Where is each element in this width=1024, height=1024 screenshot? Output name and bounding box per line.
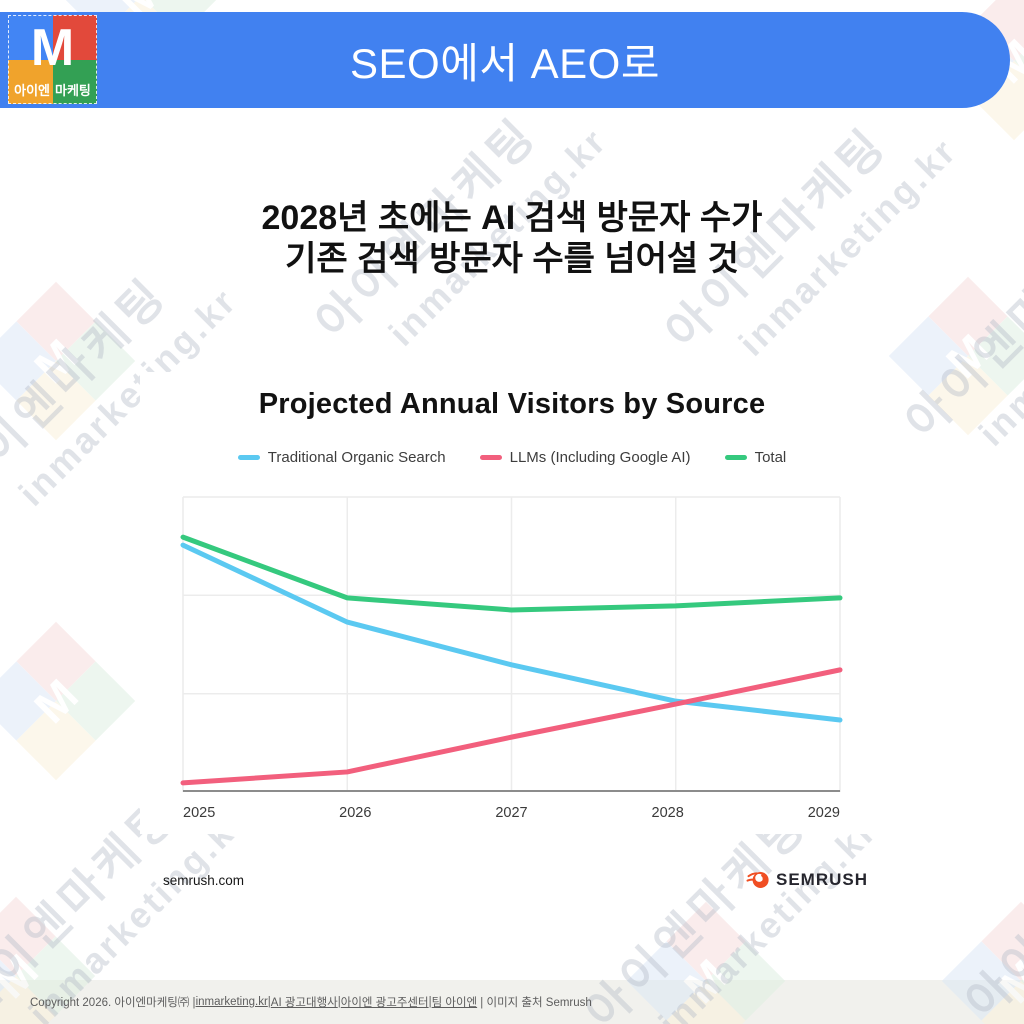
- watermark-logo: M: [0, 621, 136, 781]
- semrush-logo-icon: [746, 872, 769, 888]
- watermark-logo: M: [0, 281, 136, 441]
- x-tick-label: 2028: [651, 805, 684, 821]
- brand-logo: M 아이엔 마케팅: [8, 15, 97, 104]
- headline: 2028년 초에는 AI 검색 방문자 수가 기존 검색 방문자 수를 넘어설 …: [0, 198, 1024, 280]
- series-traditional-organic-search: [180, 542, 843, 723]
- headline-line1: 2028년 초에는 AI 검색 방문자 수가: [261, 199, 763, 237]
- source-row: semrush.com SEMRUSH: [163, 866, 868, 894]
- legend-label: Total: [754, 449, 787, 466]
- legend-item: Total: [724, 449, 787, 466]
- watermark-logo-letter: M: [24, 669, 88, 733]
- watermark-diamond-icon: [0, 621, 136, 781]
- chart-card: Projected Annual Visitors by Source Trad…: [140, 372, 884, 834]
- line-chart: [180, 496, 843, 792]
- headline-line2: 기존 검색 방문자 수를 넘어설 것: [285, 240, 739, 278]
- watermark-logo-letter: M: [936, 324, 1000, 388]
- footer-link[interactable]: 아이엔 광고주센터: [340, 997, 429, 1009]
- logo-quadrant-blue: [8, 15, 53, 60]
- x-tick-label: 2027: [495, 805, 528, 821]
- legend-item: LLMs (Including Google AI): [479, 449, 691, 466]
- chart-title: Projected Annual Visitors by Source: [258, 388, 766, 420]
- watermark-diamond-icon: [888, 276, 1024, 436]
- legend-label: Traditional Organic Search: [267, 449, 446, 466]
- footer-bar: Copyright 2026. 아이엔마케팅㈜ | inmarketing.kr…: [0, 980, 1024, 1024]
- logo-quadrant-green: [52, 59, 97, 104]
- footer-link[interactable]: 팀 아이엔: [431, 997, 478, 1009]
- x-tick-label: 2025: [183, 805, 216, 821]
- series-total: [180, 534, 843, 613]
- page-title: SEO에서 AEO로: [350, 39, 660, 87]
- header-bar: M 아이엔 마케팅 SEO에서 AEO로: [0, 12, 1010, 108]
- x-axis-labels: 2025 2026 2027 2028 2029: [183, 805, 840, 821]
- legend-swatch: [237, 455, 260, 460]
- semrush-brand: SEMRUSH: [746, 868, 868, 892]
- footer-link[interactable]: AI 광고대행사: [270, 997, 338, 1009]
- logo-label-left: 아이엔: [14, 83, 50, 98]
- watermark-logo: M: [888, 276, 1024, 436]
- footer-text: |: [428, 996, 432, 1008]
- watermark-logo-letter: M: [24, 329, 88, 393]
- footer-text: | 이미지 출처 Semrush: [477, 997, 592, 1009]
- legend-item: Traditional Organic Search: [237, 449, 446, 466]
- footer-text: |: [267, 996, 271, 1008]
- watermark-diamond-icon: [0, 281, 136, 441]
- footer-text: |: [337, 996, 341, 1008]
- footer-background: [0, 980, 1024, 1024]
- chart-plot-area: [180, 496, 843, 792]
- logo-labels: 아이엔 마케팅: [8, 80, 97, 99]
- source-site: semrush.com: [163, 872, 245, 888]
- logo-quadrant-orange: [8, 59, 53, 104]
- legend-swatch: [479, 455, 502, 460]
- footer-text: Copyright 2026. 아이엔마케팅㈜ |: [30, 997, 196, 1009]
- legend-swatch: [724, 455, 747, 460]
- series-llms-including-google-ai-: [180, 667, 843, 786]
- semrush-wordmark: SEMRUSH: [775, 870, 868, 889]
- footer-link[interactable]: inmarketing.kr: [195, 996, 268, 1008]
- chart-legend: Traditional Organic Search LLMs (Includin…: [140, 449, 884, 466]
- x-tick-label: 2029: [807, 805, 840, 821]
- legend-label: LLMs (Including Google AI): [509, 449, 691, 466]
- x-tick-label: 2026: [339, 805, 372, 821]
- logo-label-right: 마케팅: [55, 83, 91, 98]
